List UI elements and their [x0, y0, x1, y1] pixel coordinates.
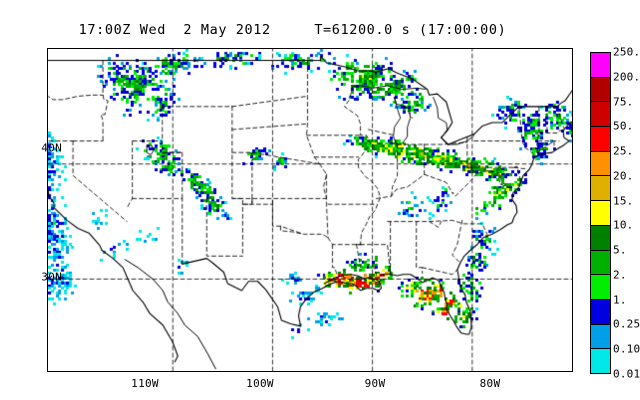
- colorbar-tick-label: 2.: [613, 268, 627, 282]
- colorbar-band: [591, 324, 610, 350]
- colorbar-band: [591, 225, 610, 251]
- colorbar-tick-label: 1.: [613, 293, 627, 307]
- colorbar-band: [591, 53, 610, 78]
- colorbar-band: [591, 299, 610, 325]
- x-tick-label: 80W: [479, 377, 501, 390]
- colorbar-band: [591, 250, 610, 276]
- colorbar-band: [591, 127, 610, 152]
- colorbar-tick-label: 0.25: [613, 317, 640, 331]
- colorbar-tick-label: 0.10: [613, 342, 640, 356]
- colorbar-tick-label: 75.: [613, 95, 634, 109]
- colorbar-tick-label: 200.: [613, 70, 640, 84]
- colorbar-tick-label: 50.: [613, 119, 634, 133]
- colorbar-tick-label: 15.: [613, 194, 634, 208]
- colorbar-band: [591, 176, 610, 202]
- figure-title: 17:00Z Wed 2 May 2012 T=61200.0 s (17:00…: [78, 22, 507, 38]
- colorbar-tick-label: 250.: [613, 45, 640, 59]
- colorbar-scale: [590, 52, 611, 374]
- x-tick-label: 110W: [131, 377, 159, 390]
- y-tick-label: 40N: [41, 141, 62, 155]
- colorbar-band: [591, 201, 610, 226]
- colorbar-band: [591, 349, 610, 373]
- colorbar-tick-label: 25.: [613, 144, 634, 158]
- colorbar-tick-labels: 250. 200. 75. 50. 25. 20. 15. 10. 5. 2. 1. 0.25 0.10…: [613, 46, 640, 381]
- y-tick-label: 30N: [41, 270, 62, 284]
- precipitation-map-canvas: [48, 49, 572, 371]
- map-plot-area: [47, 48, 573, 372]
- x-tick-label: 100W: [246, 377, 274, 390]
- x-tick-label: 90W: [364, 377, 386, 390]
- colorbar-tick-label: 20.: [613, 169, 634, 183]
- colorbar-tick-label: 5.: [613, 243, 627, 257]
- colorbar-band: [591, 77, 610, 103]
- colorbar-tick-label: 0.01: [613, 367, 640, 381]
- colorbar-band: [591, 275, 610, 300]
- colorbar-band: [591, 151, 610, 177]
- colorbar-band: [591, 102, 610, 128]
- colorbar-tick-label: 10.: [613, 218, 634, 232]
